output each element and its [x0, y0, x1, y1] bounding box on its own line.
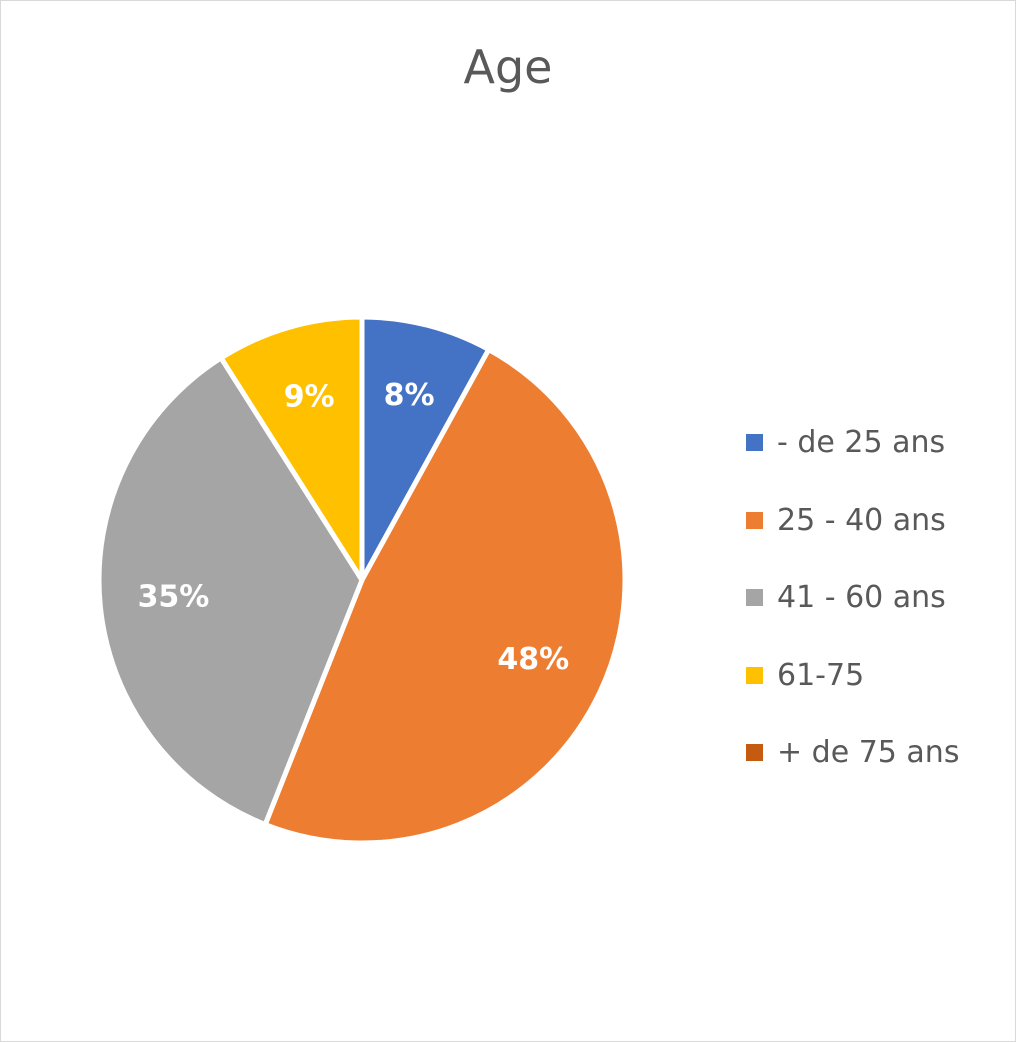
legend: - de 25 ans 25 - 40 ans 41 - 60 ans 61-75 + … [746, 404, 959, 792]
legend-item-3: 41 - 60 ans [746, 559, 959, 637]
legend-label: 41 - 60 ans [777, 580, 946, 616]
data-label-1: 8% [384, 378, 435, 413]
chart-title: Age [463, 40, 553, 94]
data-label-4: 9% [284, 380, 335, 415]
legend-swatch [746, 434, 763, 452]
legend-swatch [746, 511, 763, 529]
legend-item-1: - de 25 ans [746, 404, 959, 482]
legend-label: 61-75 [777, 657, 865, 693]
legend-label: + de 75 ans [777, 735, 960, 771]
legend-swatch [746, 666, 763, 684]
pie-slice-2 [262, 347, 628, 846]
pie-slice-3 [96, 355, 365, 828]
legend-item-4: 61-75 [746, 637, 959, 715]
pie-slice-4 [218, 314, 365, 583]
legend-item-2: 25 - 40 ans [746, 482, 959, 560]
legend-item-5: + de 75 ans [746, 714, 959, 792]
legend-swatch [746, 589, 763, 607]
legend-label: 25 - 40 ans [777, 502, 946, 538]
legend-label: - de 25 ans [777, 425, 946, 461]
legend-swatch [746, 744, 763, 762]
data-label-2: 48% [497, 642, 569, 677]
data-label-3: 35% [138, 579, 210, 614]
pie-slice-1 [359, 314, 492, 583]
